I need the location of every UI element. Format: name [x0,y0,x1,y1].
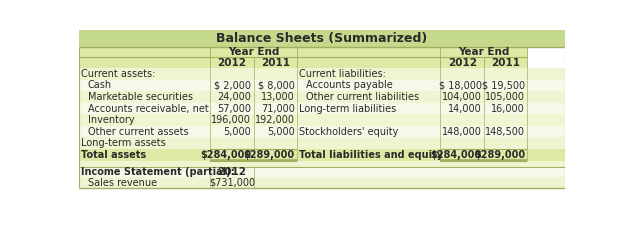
Text: Other current liabilities: Other current liabilities [306,92,420,102]
Text: $731,000: $731,000 [209,178,255,188]
Bar [78,103,565,114]
Text: $289,000: $289,000 [474,150,525,160]
Text: 5,000: 5,000 [224,127,251,137]
Text: $289,000: $289,000 [244,150,295,160]
Bar [440,47,528,57]
Bar [484,57,528,68]
Bar [78,167,565,178]
Bar [78,80,565,91]
Text: $ 2,000: $ 2,000 [214,81,251,90]
Text: Accounts receivable, net: Accounts receivable, net [88,103,208,114]
Text: Cash: Cash [88,81,112,90]
Bar [78,114,565,126]
Bar [78,161,565,167]
Bar [440,57,484,68]
Bar [297,47,440,57]
Bar [210,47,297,57]
Text: 13,000: 13,000 [261,92,295,102]
Bar [254,57,297,68]
Text: 196,000: 196,000 [212,115,251,125]
Text: 2011: 2011 [491,58,520,68]
Text: 104,000: 104,000 [441,92,482,102]
Text: Income Statement (partial):: Income Statement (partial): [81,167,234,177]
Text: $284,000: $284,000 [430,150,482,160]
Text: 16,000: 16,000 [491,103,525,114]
Text: Sales revenue: Sales revenue [88,178,157,188]
Text: $ 19,500: $ 19,500 [482,81,525,90]
Bar [78,178,565,188]
Bar [210,57,254,68]
Bar [78,137,565,149]
Bar [78,91,565,103]
Text: Long-term assets: Long-term assets [81,138,166,148]
Text: Current assets:: Current assets: [81,69,155,79]
Bar [78,47,210,57]
Text: 5,000: 5,000 [267,127,295,137]
Text: 71,000: 71,000 [261,103,295,114]
Text: Balance Sheets (Summarized): Balance Sheets (Summarized) [216,32,428,45]
Text: 57,000: 57,000 [217,103,251,114]
Text: Other current assets: Other current assets [88,127,188,137]
Text: Year End: Year End [228,47,279,57]
Text: Total liabilities and equity: Total liabilities and equity [300,150,443,160]
Text: 14,000: 14,000 [448,103,482,114]
Text: 148,500: 148,500 [485,127,525,137]
Text: 192,000: 192,000 [255,115,295,125]
Text: Accounts payable: Accounts payable [306,81,393,90]
Text: Marketable securities: Marketable securities [88,92,193,102]
Text: 2012: 2012 [217,167,246,177]
Bar [297,57,440,68]
Text: Stockholders' equity: Stockholders' equity [300,127,399,137]
Bar [78,57,210,68]
Text: $284,000: $284,000 [200,150,251,160]
Text: Year End: Year End [458,47,509,57]
Text: $ 8,000: $ 8,000 [258,81,295,90]
Text: 2011: 2011 [261,58,290,68]
Text: 2012: 2012 [217,58,246,68]
Text: 105,000: 105,000 [485,92,525,102]
Text: 24,000: 24,000 [217,92,251,102]
Bar [78,149,565,161]
Bar [78,30,565,47]
Text: Current liabilities:: Current liabilities: [300,69,386,79]
Text: $ 18,000: $ 18,000 [438,81,482,90]
Text: Total assets: Total assets [81,150,146,160]
Text: 2012: 2012 [448,58,477,68]
Text: Long-term liabilities: Long-term liabilities [300,103,397,114]
Text: 148,000: 148,000 [441,127,482,137]
Bar [78,126,565,137]
Text: Inventory: Inventory [88,115,134,125]
Bar [78,68,565,80]
